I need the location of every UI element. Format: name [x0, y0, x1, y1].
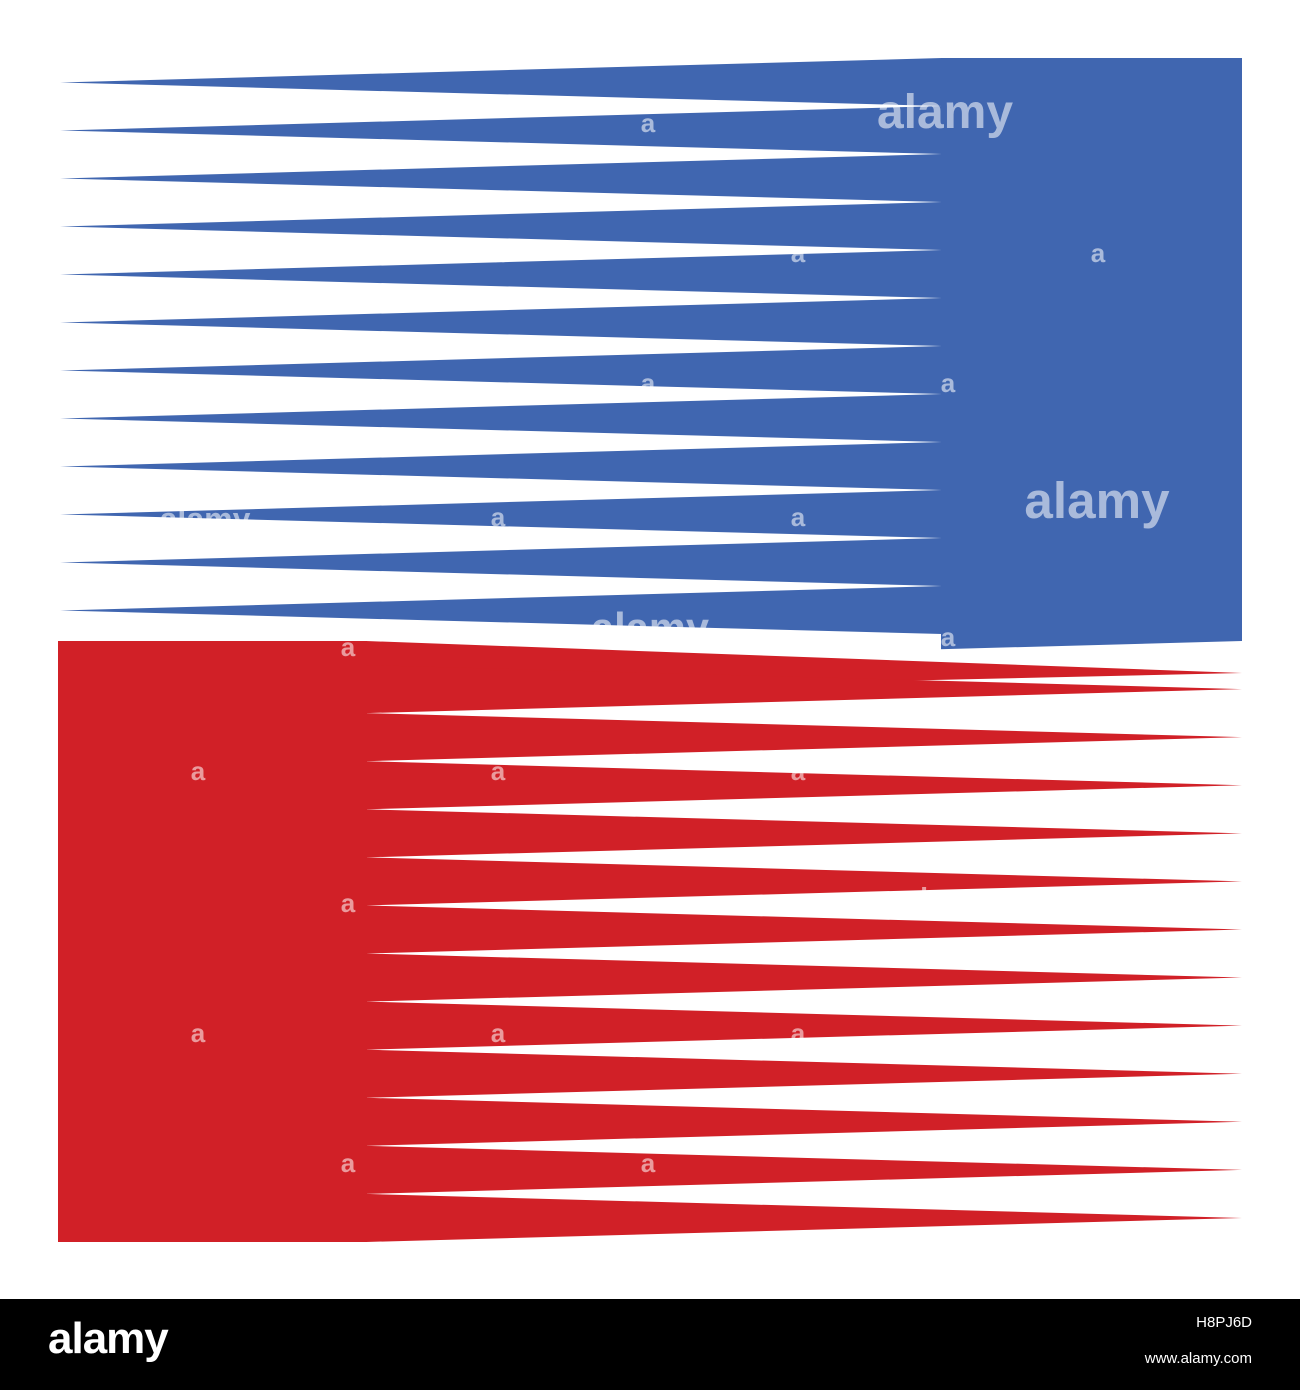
alamy-watermark-letter: a — [1091, 756, 1106, 786]
site-url: www.alamy.com — [1144, 1350, 1252, 1367]
blue-spike — [60, 394, 942, 442]
blue-spike — [60, 154, 942, 202]
blue-spiked-panel — [60, 58, 1242, 658]
abstract-flag-artwork: alamy alamy alamy alamy alamy a a a a a a a a a a a a a a a… — [58, 58, 1242, 1267]
red-panel-notch — [366, 1217, 1242, 1267]
red-panel-notch — [366, 785, 1242, 834]
alamy-watermark-letter: a — [491, 502, 506, 532]
red-panel-notch — [366, 1073, 1242, 1122]
footer-bar: alamy H8PJ6D www.alamy.com — [0, 1299, 1300, 1390]
red-panel-notch — [366, 929, 1242, 978]
blue-spike — [60, 538, 942, 586]
alamy-watermark-letter: a — [941, 368, 956, 398]
alamy-watermark-letter: a — [341, 888, 356, 918]
red-panel-notch — [366, 977, 1242, 1026]
red-spike — [366, 1145, 1242, 1194]
red-panel-notch — [366, 737, 1242, 786]
blue-spike — [60, 202, 942, 250]
image-id: H8PJ6D — [1196, 1314, 1252, 1331]
alamy-watermark-letter: a — [791, 756, 806, 786]
blue-spike — [60, 490, 942, 538]
alamy-watermark: alamy — [904, 883, 986, 915]
alamy-watermark-letter: a — [341, 1148, 356, 1178]
alamy-watermark-letter: a — [491, 756, 506, 786]
alamy-watermark-letter: a — [191, 1018, 206, 1048]
red-panel-notch — [366, 1169, 1242, 1218]
alamy-watermark: alamy — [160, 501, 251, 537]
alamy-watermark-letter: a — [641, 1148, 656, 1178]
red-spike — [366, 1049, 1242, 1098]
alamy-watermark-letter: a — [791, 1018, 806, 1048]
blue-spike — [60, 58, 942, 106]
blue-spike — [60, 346, 942, 394]
red-spike — [366, 809, 1242, 858]
red-spike — [366, 713, 1242, 762]
watermark-layer: alamy alamy alamy alamy alamy a a a a a a a a a a a a a a a… — [160, 86, 1170, 1178]
red-spike — [366, 1001, 1242, 1050]
red-spike — [366, 665, 1242, 714]
alamy-watermark-letter: a — [941, 622, 956, 652]
red-spiked-panel — [58, 641, 1242, 1267]
red-panel-notch — [366, 881, 1242, 930]
alamy-watermark-letter: a — [641, 368, 656, 398]
red-spike — [366, 953, 1242, 1002]
red-spike — [366, 857, 1242, 906]
blue-spike — [60, 586, 942, 634]
alamy-watermark-letter: a — [341, 632, 356, 662]
blue-spike — [60, 106, 942, 154]
red-spike — [366, 905, 1242, 954]
alamy-watermark-letter: a — [641, 108, 656, 138]
red-panel-notch — [366, 1025, 1242, 1074]
red-panel-notch — [366, 689, 1242, 738]
blue-spike — [60, 442, 942, 490]
red-panel-notch — [366, 1121, 1242, 1170]
blue-solid-block — [941, 58, 1242, 658]
alamy-watermark-letter: a — [491, 238, 506, 268]
alamy-watermark-letter: a — [1091, 238, 1106, 268]
blue-spike — [60, 250, 942, 298]
alamy-watermark-letter: a — [191, 756, 206, 786]
alamy-watermark-letter: a — [191, 238, 206, 268]
red-spike — [366, 1097, 1242, 1146]
alamy-watermark: alamy — [591, 604, 709, 651]
red-panel-notch — [366, 833, 1242, 882]
alamy-watermark-letter: a — [641, 888, 656, 918]
alamy-watermark: alamy — [877, 86, 1013, 139]
red-solid-block — [58, 641, 367, 1242]
alamy-logo: alamy — [48, 1314, 169, 1363]
alamy-watermark-letter: a — [791, 238, 806, 268]
alamy-watermark-letter: a — [791, 502, 806, 532]
blue-spike — [60, 298, 942, 346]
red-spike — [366, 761, 1242, 810]
alamy-watermark: alamy — [1024, 472, 1170, 529]
alamy-watermark-letter: a — [491, 1018, 506, 1048]
red-spike — [366, 1193, 1242, 1242]
